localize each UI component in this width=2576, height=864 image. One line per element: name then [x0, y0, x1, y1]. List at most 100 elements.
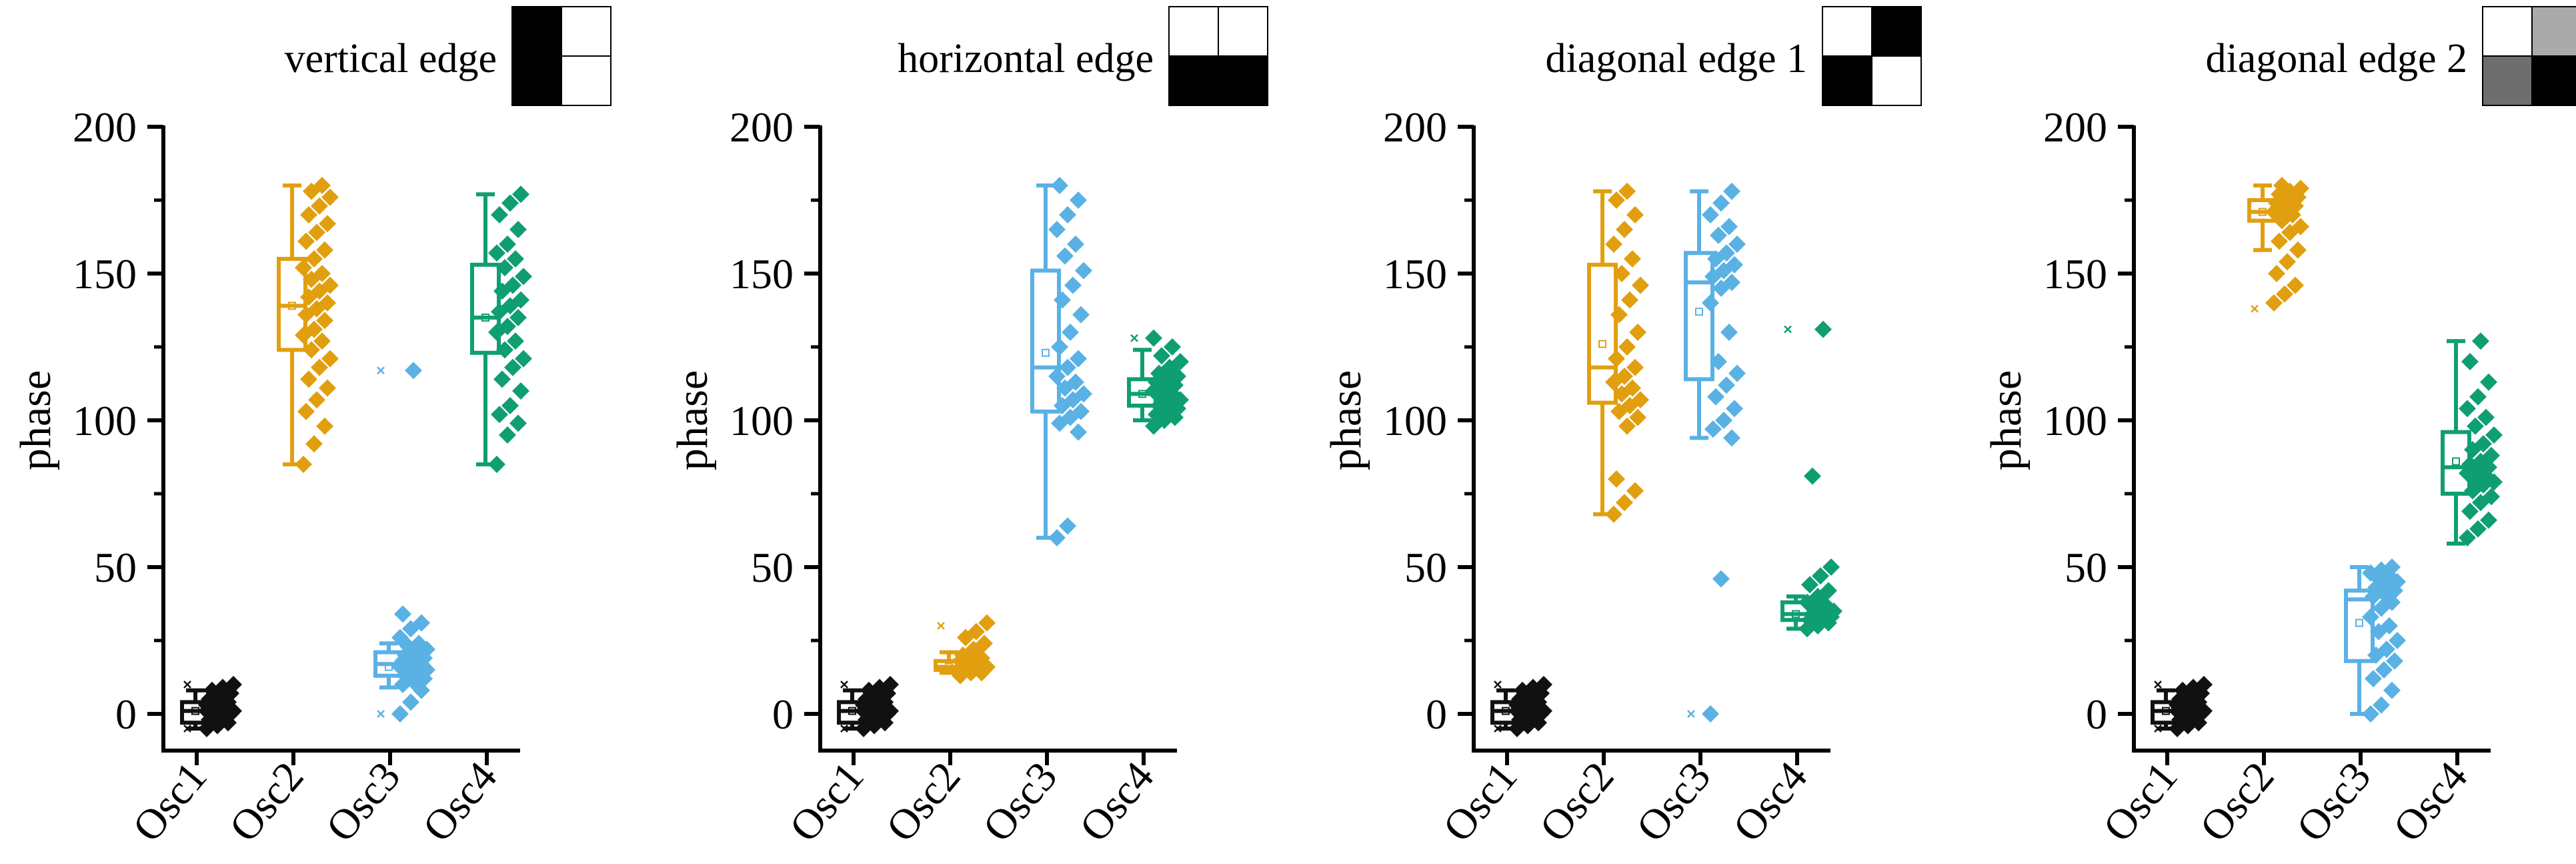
- x-tick-label: Osc1: [2094, 753, 2187, 850]
- data-point: [1728, 364, 1746, 382]
- data-point: [225, 676, 242, 693]
- x-tick-label: Osc1: [1434, 753, 1526, 850]
- series-osc1: [1490, 676, 1552, 737]
- series-osc3: [373, 362, 435, 723]
- data-point: [1822, 558, 1840, 576]
- data-point: [2386, 652, 2403, 670]
- pattern-cell: [2531, 6, 2576, 57]
- pattern-cell: [1218, 55, 1268, 106]
- outlier-marker: [183, 725, 191, 733]
- data-point: [1056, 247, 1074, 265]
- y-tick-label: 50: [2065, 544, 2107, 591]
- data-point: [1048, 221, 1066, 238]
- data-point: [1624, 379, 1641, 397]
- data-point: [321, 350, 339, 368]
- data-point: [1702, 294, 1719, 312]
- pattern-cell: [1168, 6, 1219, 57]
- x-tick-label: Osc2: [2191, 753, 2283, 850]
- series-osc1: [837, 676, 899, 737]
- data-point: [1051, 177, 1068, 194]
- data-point: [1610, 306, 1628, 324]
- data-point: [1710, 353, 1727, 370]
- data-point: [499, 318, 516, 336]
- mean-marker: [1598, 340, 1606, 348]
- data-point: [311, 197, 328, 215]
- data-point: [1062, 324, 1079, 341]
- data-point: [2459, 529, 2476, 546]
- data-point: [507, 250, 524, 268]
- pattern-cell: [511, 6, 562, 57]
- data-point: [295, 456, 312, 473]
- series-osc3: [1030, 177, 1092, 546]
- data-point: [1801, 576, 1818, 594]
- data-point: [1726, 400, 1743, 418]
- series-osc3: [1684, 182, 1746, 723]
- y-tick-label: 150: [730, 250, 794, 298]
- outlier-marker: [1494, 725, 1502, 733]
- pattern-cell: [511, 55, 562, 106]
- y-tick-label: 0: [1426, 691, 1447, 738]
- data-point: [1051, 338, 1068, 356]
- data-point: [2362, 608, 2379, 626]
- outlier-marker: [840, 725, 848, 733]
- data-point: [509, 221, 527, 238]
- x-tick-label: Osc4: [1724, 753, 1816, 850]
- x-tick-label: Osc2: [220, 753, 313, 850]
- data-point: [496, 259, 513, 277]
- x-tick-label: Osc1: [780, 753, 873, 850]
- mean-marker: [1138, 390, 1146, 398]
- series-osc4: [470, 185, 532, 473]
- y-tick-label: 200: [1383, 103, 1447, 151]
- mean-marker: [2452, 457, 2460, 466]
- box: [2344, 588, 2375, 663]
- data-point: [504, 276, 521, 294]
- data-point: [876, 693, 894, 711]
- data-point: [394, 605, 411, 623]
- data-point: [501, 397, 519, 414]
- data-point: [1172, 353, 1189, 370]
- pattern-cell: [561, 6, 611, 57]
- data-point: [1814, 320, 1832, 338]
- y-tick-label: 100: [2043, 397, 2107, 444]
- data-point: [1723, 429, 1740, 447]
- data-point: [1605, 505, 1622, 523]
- data-point: [488, 244, 505, 262]
- data-point: [1626, 358, 1644, 376]
- data-point: [1153, 347, 1170, 365]
- data-point: [1618, 338, 1636, 356]
- outlier-marker: [377, 710, 385, 718]
- outlier-marker: [1130, 334, 1138, 342]
- x-tick-label: Osc3: [317, 753, 409, 850]
- box: [1684, 251, 1714, 382]
- mean-marker: [288, 302, 296, 310]
- data-point: [316, 417, 333, 435]
- data-point: [491, 206, 508, 224]
- data-point: [2381, 617, 2398, 634]
- data-point: [2389, 632, 2406, 649]
- data-point: [1616, 221, 1633, 238]
- y-tick-label: 0: [772, 691, 794, 738]
- data-point: [2469, 520, 2487, 538]
- data-point: [509, 414, 527, 432]
- outlier-marker: [1687, 710, 1695, 718]
- data-point: [305, 320, 323, 338]
- data-point: [509, 309, 527, 326]
- data-point: [493, 370, 511, 388]
- pattern-cell: [1168, 55, 1219, 106]
- data-point: [305, 435, 323, 453]
- mean-marker: [1695, 308, 1703, 316]
- edge-pattern-icon: [511, 6, 611, 106]
- panel-horizontal-edge: horizontal edge 0 50 100 150 200 phase Osc1 Osc2…: [668, 6, 1268, 851]
- data-point: [2469, 388, 2487, 406]
- data-point: [1712, 570, 1730, 588]
- pattern-cell: [1822, 55, 1872, 106]
- data-point: [1535, 676, 1552, 693]
- data-point: [1064, 276, 1082, 294]
- edge-pattern-icon: [2482, 6, 2576, 106]
- data-point: [1720, 218, 1738, 236]
- series-osc2: [934, 614, 996, 685]
- panel-diagonal-edge-2: diagonal edge 2 0 50 100 150 200 phase Osc1 Osc2…: [1982, 6, 2576, 851]
- data-point: [1718, 376, 1735, 394]
- y-tick-label: 0: [115, 691, 137, 738]
- y-axis-label: phase: [1982, 370, 2031, 470]
